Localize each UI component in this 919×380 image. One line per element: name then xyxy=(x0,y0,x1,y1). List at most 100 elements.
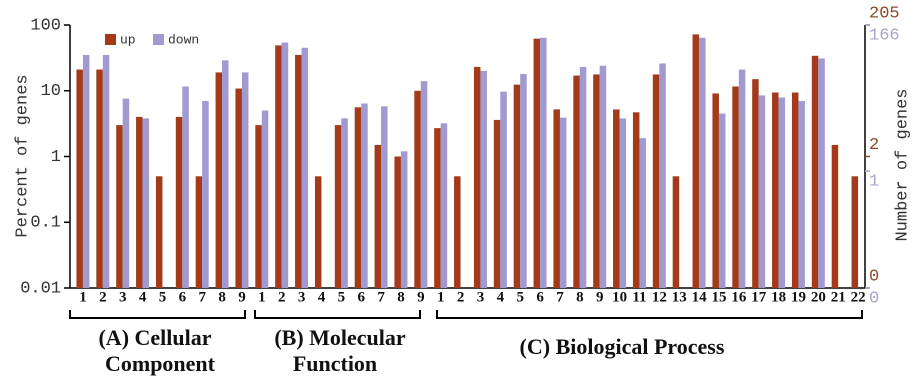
bar xyxy=(440,123,448,288)
x-tick-label: 9 xyxy=(417,289,425,305)
bar xyxy=(314,176,322,288)
bar xyxy=(712,93,719,289)
group-label: Function xyxy=(293,351,377,376)
bar xyxy=(672,176,680,288)
x-tick-label: 20 xyxy=(811,289,826,305)
x-tick-label: 5 xyxy=(516,289,524,305)
x-tick-label: 13 xyxy=(672,289,687,305)
legend-label: up xyxy=(120,32,136,47)
bar xyxy=(752,79,759,288)
bar xyxy=(811,55,819,288)
bar xyxy=(116,125,123,289)
bar xyxy=(281,42,289,289)
x-tick-label: 8 xyxy=(218,289,226,305)
x-tick-label: 9 xyxy=(238,289,246,305)
bar xyxy=(573,75,580,288)
y2-tick-label: 166 xyxy=(869,26,900,45)
y-tick-label: 0.1 xyxy=(30,214,61,233)
bar xyxy=(540,37,547,288)
bar xyxy=(480,70,487,288)
bar xyxy=(400,151,408,288)
bar xyxy=(222,60,229,288)
group-label: Component xyxy=(105,351,216,376)
bar xyxy=(102,54,110,289)
bar xyxy=(513,84,521,289)
bar xyxy=(96,69,103,288)
bracket-a xyxy=(69,310,246,319)
bar xyxy=(341,118,348,288)
y-tick-label: 1 xyxy=(51,148,61,167)
x-tick-label: 3 xyxy=(119,289,127,305)
y2-axis-label: Number of genes xyxy=(893,88,912,241)
bar xyxy=(202,100,209,288)
bar xyxy=(493,119,501,288)
bar xyxy=(381,106,388,288)
bar xyxy=(275,45,282,289)
bar xyxy=(533,38,541,289)
bar xyxy=(520,73,527,288)
y2-tick-label: 2 xyxy=(869,136,879,155)
x-tick-label: 4 xyxy=(139,289,147,305)
bar xyxy=(354,107,362,288)
bar xyxy=(559,117,567,288)
bar xyxy=(261,110,269,288)
legend-label: down xyxy=(168,32,199,47)
x-tick-label: 8 xyxy=(576,289,584,305)
x-tick-label: 5 xyxy=(338,289,346,305)
x-tick-label: 8 xyxy=(397,289,405,305)
bar xyxy=(235,88,242,288)
y2-tick-label: 0 xyxy=(869,289,879,308)
bar xyxy=(619,118,627,288)
x-tick-label: 21 xyxy=(831,289,846,305)
bar xyxy=(772,92,779,288)
bracket-b xyxy=(254,310,421,319)
bar xyxy=(414,90,421,288)
x-tick-label: 6 xyxy=(536,289,544,305)
bar xyxy=(295,54,302,289)
x-tick-label: 6 xyxy=(357,289,365,305)
bar xyxy=(778,97,786,288)
bar xyxy=(818,58,825,289)
x-tick-label: 5 xyxy=(159,289,167,305)
bar xyxy=(394,156,401,288)
bar xyxy=(831,144,839,288)
y-tick-label: 10 xyxy=(41,82,61,101)
bar xyxy=(738,69,746,288)
bar xyxy=(692,34,700,289)
bar xyxy=(613,109,620,288)
bar xyxy=(182,86,189,288)
bar xyxy=(579,66,587,288)
y-axis-label: Percent of genes xyxy=(13,74,32,237)
x-tick-label: 7 xyxy=(377,289,385,305)
bar xyxy=(155,176,163,288)
x-tick-label: 4 xyxy=(318,289,326,305)
bar xyxy=(301,47,309,289)
y2-tick-label: 205 xyxy=(869,4,900,23)
x-tick-label: 2 xyxy=(457,289,465,305)
bar xyxy=(732,86,739,288)
bar xyxy=(599,65,607,288)
legend-swatch xyxy=(105,34,116,45)
x-tick-label: 10 xyxy=(612,289,627,305)
bar xyxy=(420,81,428,288)
bar xyxy=(241,72,249,288)
group-label: (C) Biological Process xyxy=(520,334,725,359)
x-tick-label: 7 xyxy=(556,289,564,305)
x-tick-label: 18 xyxy=(771,289,786,305)
x-tick-label: 14 xyxy=(692,289,708,305)
bar xyxy=(593,74,600,288)
bar xyxy=(791,92,799,288)
bar xyxy=(82,54,90,289)
x-tick-label: 1 xyxy=(437,289,445,305)
x-tick-label: 15 xyxy=(711,289,726,305)
bar xyxy=(632,112,640,288)
x-tick-label: 16 xyxy=(731,289,747,305)
x-tick-label: 12 xyxy=(652,289,667,305)
group-label: (B) Molecular xyxy=(274,325,406,350)
x-tick-label: 3 xyxy=(477,289,485,305)
group-label: (A) Cellular xyxy=(98,325,211,350)
bar xyxy=(255,125,262,289)
bar xyxy=(136,116,143,289)
bar xyxy=(215,72,223,288)
